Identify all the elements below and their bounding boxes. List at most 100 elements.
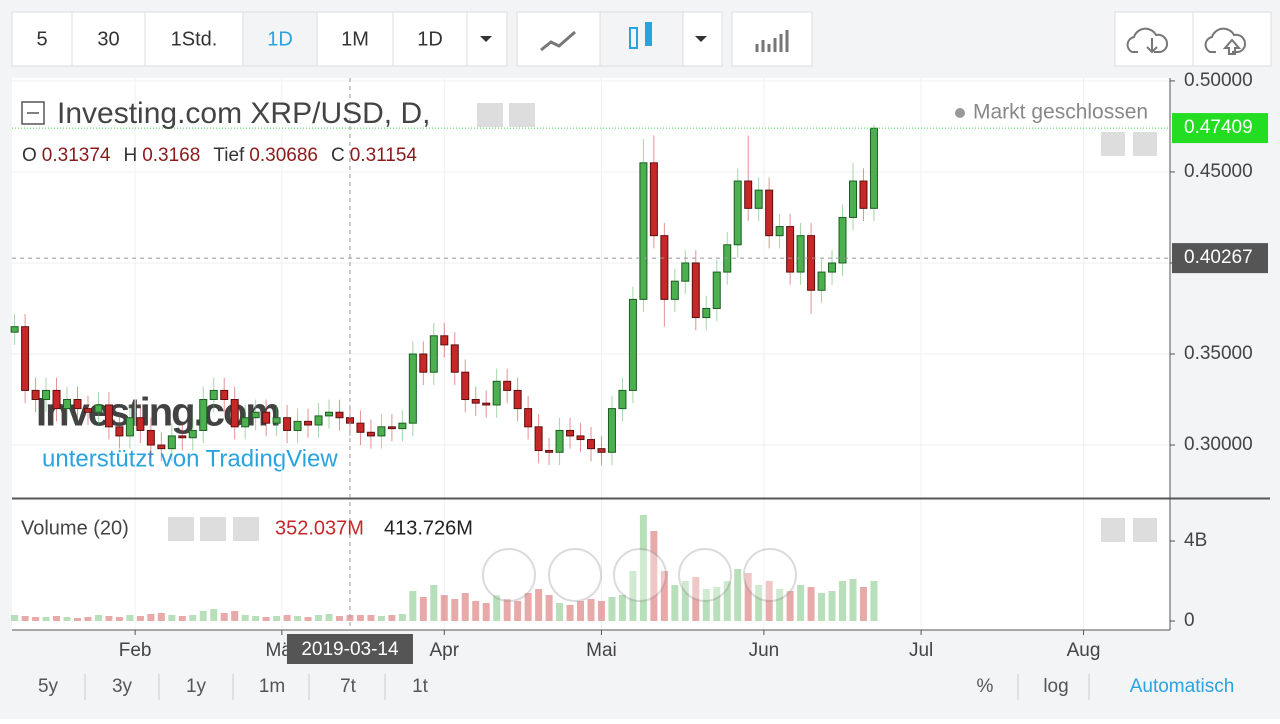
volume-bar	[377, 616, 385, 621]
volume-bar	[681, 581, 689, 621]
range-button[interactable]: 1m	[259, 676, 285, 697]
candle-body	[52, 389, 61, 410]
range-button[interactable]: 3y	[112, 676, 133, 697]
candle-body	[786, 226, 795, 273]
range-button[interactable]: 1t	[412, 676, 429, 697]
candle-body	[461, 371, 470, 401]
volume-bar	[168, 615, 176, 621]
candle-body	[744, 180, 753, 209]
candle-body	[262, 411, 271, 424]
candle-icon	[645, 22, 652, 46]
y-tick-label: 0.45000	[1184, 161, 1253, 182]
plot: 0.300000.350000.400000.450000.50000FebMä…	[10, 70, 1270, 664]
candle-body	[377, 426, 386, 437]
volume-bar	[451, 599, 459, 621]
nav-reset[interactable]	[613, 548, 667, 602]
candle-body	[440, 335, 449, 346]
interval-button[interactable]	[316, 11, 394, 67]
candle-body	[733, 180, 742, 246]
volume-bar	[818, 593, 826, 621]
scale-button[interactable]	[1101, 518, 1125, 542]
candle-body	[199, 399, 208, 431]
y2-tick-label: 0	[1184, 610, 1195, 631]
eye-button[interactable]	[477, 103, 503, 127]
ohlc-value: 0.31154	[350, 145, 418, 166]
volume-bar	[797, 585, 805, 621]
candle-body	[587, 439, 595, 450]
volume-bar	[231, 611, 239, 621]
volume-bar	[535, 589, 543, 621]
range-button[interactable]: 7t	[340, 676, 357, 697]
line-style-button[interactable]	[516, 11, 601, 67]
nav-right[interactable]	[743, 548, 797, 602]
candle-body	[817, 271, 826, 291]
volume-bar	[430, 585, 438, 621]
volume-bar	[461, 593, 469, 621]
interval-button[interactable]	[242, 11, 318, 67]
volume-bar	[472, 601, 480, 621]
arrow-icon	[695, 36, 707, 42]
x-tick-label: Mai	[586, 640, 617, 661]
volume-bar	[325, 614, 333, 621]
scale-button[interactable]	[1133, 518, 1157, 542]
candle-body	[31, 389, 40, 401]
candle-body	[272, 417, 281, 424]
candle-body	[230, 399, 239, 428]
last-price-label: 0.47409	[1184, 117, 1253, 138]
interval-button[interactable]	[392, 11, 468, 67]
settings-button[interactable]	[509, 103, 535, 127]
candle-body	[670, 280, 679, 300]
nav-zoom-out[interactable]	[548, 548, 602, 602]
indicator-button[interactable]	[731, 11, 813, 67]
candle-body	[73, 399, 82, 410]
crosshair-y-label: 0.40267	[1184, 247, 1253, 268]
option-button[interactable]: Automatisch	[1130, 676, 1235, 697]
candle-body	[241, 417, 250, 428]
bottom-bar	[0, 666, 1280, 708]
candle-body	[356, 422, 365, 433]
candle-body	[335, 411, 344, 419]
nav-left[interactable]	[482, 548, 536, 602]
volume-bar	[503, 599, 511, 621]
candle-body	[94, 404, 103, 413]
cloud-down-icon	[1126, 27, 1169, 54]
interval-button[interactable]	[11, 11, 73, 67]
candle-body	[712, 271, 721, 309]
candle-style-button[interactable]	[599, 11, 684, 67]
candle-body	[209, 389, 218, 401]
volume-bar	[42, 617, 50, 621]
volume-bar	[723, 581, 731, 621]
volume-bar	[618, 595, 626, 621]
candle-body	[838, 216, 847, 264]
volume-bar	[63, 617, 71, 621]
range-button[interactable]: 1y	[186, 676, 207, 697]
volume-bar	[870, 581, 878, 621]
candle-body	[325, 411, 334, 417]
x-tick-label: Aug	[1067, 640, 1101, 661]
download-button[interactable]	[1114, 11, 1194, 67]
ohlc-value: 0.3168	[142, 145, 200, 166]
volume-bar	[252, 616, 260, 621]
option-button[interactable]: %	[977, 676, 994, 697]
scale-button[interactable]	[1101, 132, 1125, 156]
eye-button[interactable]	[168, 517, 194, 541]
scale-button[interactable]	[1133, 132, 1157, 156]
close-button[interactable]	[233, 517, 259, 541]
nav-zoom-in[interactable]	[678, 548, 732, 602]
candle-body	[848, 180, 857, 218]
watermark-brand: Investing.com	[36, 391, 279, 435]
range-button[interactable]: 5y	[38, 676, 59, 697]
volume-bar	[367, 615, 375, 621]
volume-bar	[859, 587, 867, 621]
indicator-icon	[755, 30, 789, 52]
volume-bar	[94, 615, 102, 621]
settings-button[interactable]	[200, 517, 226, 541]
candle-body	[545, 449, 554, 453]
option-button[interactable]: log	[1043, 676, 1068, 697]
candle-body	[178, 435, 187, 439]
candle-body	[304, 420, 313, 426]
volume-title: Volume (20)	[21, 517, 129, 539]
candle-body	[104, 404, 113, 428]
volume-bar	[199, 611, 207, 621]
volume-bar	[608, 597, 616, 621]
